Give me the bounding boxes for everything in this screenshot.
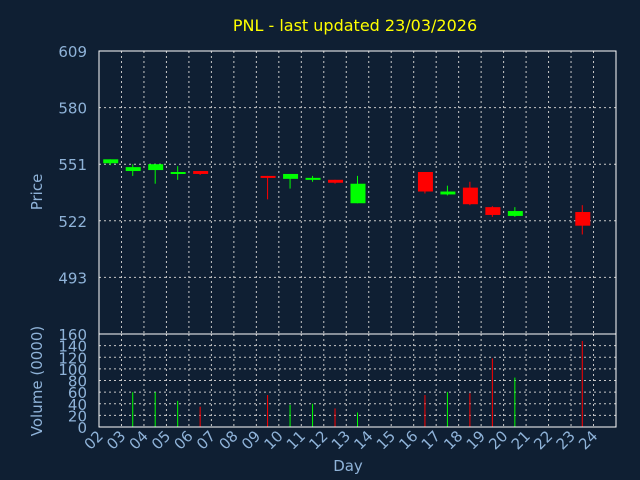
candle-body (462, 187, 478, 205)
price-tick-label: 609 (58, 43, 87, 61)
candle-body (170, 172, 186, 175)
candle-body (575, 212, 591, 226)
x-axis-label: Day (333, 457, 363, 475)
volume-tick-label: 20 (68, 407, 87, 425)
volume-tick-label: 100 (58, 361, 87, 379)
price-grid (99, 50, 616, 334)
volume-tick-label: 40 (68, 396, 87, 414)
price-axis-label: Price (28, 174, 46, 211)
volume-panel-frame (98, 333, 617, 428)
price-tick-label: 580 (58, 100, 87, 118)
candle-body (507, 211, 523, 216)
candle-body (193, 171, 209, 174)
volume-tick-label: 140 (58, 338, 87, 356)
price-tick-label: 522 (58, 213, 87, 231)
candle-body (485, 207, 501, 215)
volume-tick-label: 120 (58, 349, 87, 367)
price-tick-label: 551 (58, 156, 87, 174)
volume-tick-label: 160 (58, 326, 87, 344)
price-tick-labels: 609 580 551 522 493 (58, 43, 87, 287)
candle-body (260, 175, 276, 178)
candle-body (125, 167, 141, 172)
candle-body (440, 191, 456, 195)
candle-body (283, 173, 299, 179)
candle-body (103, 159, 119, 164)
candle-body (350, 183, 366, 204)
volume-tick-label: 60 (68, 384, 87, 402)
volume-tick-label: 0 (77, 419, 87, 437)
chart-title: PNL - last updated 23/03/2026 (233, 16, 477, 35)
candle-body (305, 177, 321, 180)
volume-grid (99, 333, 616, 428)
volume-axis-label: Volume (0000) (28, 326, 46, 436)
volume-bars (132, 340, 583, 427)
x-tick-labels: 0203040506070809101112131415161718192021… (81, 427, 602, 453)
price-tick-label: 493 (58, 269, 87, 287)
candles (103, 159, 591, 235)
candle-body (417, 172, 433, 192)
volume-tick-label: 80 (68, 373, 87, 391)
candle-body (148, 164, 164, 171)
candle-body (328, 179, 344, 183)
